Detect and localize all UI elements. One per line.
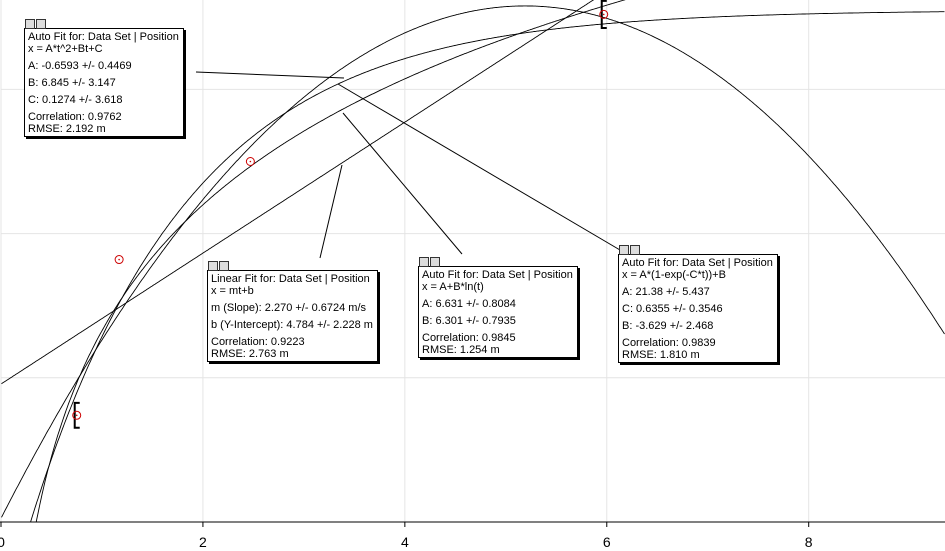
data-point [114, 255, 124, 265]
fit-statistic: RMSE: 2.763 m [211, 348, 289, 360]
fit-statistic: Correlation: 0.9223 [211, 336, 305, 348]
data-point-dot [75, 414, 78, 417]
fit-parameter: B: 6.845 +/- 3.147 [28, 77, 116, 89]
fit-curve [1, 0, 595, 385]
fit-statistic: Correlation: 0.9762 [28, 111, 122, 123]
box-buttons[interactable] [25, 19, 46, 29]
box-buttons[interactable] [419, 257, 440, 267]
data-point [72, 410, 82, 420]
fit-parameter: A: 21.38 +/- 5.437 [622, 286, 710, 298]
fit-statistic: RMSE: 1.254 m [422, 344, 500, 356]
leader-line [342, 112, 463, 255]
x-tick-label: 0 [0, 534, 5, 550]
leader-line [195, 71, 345, 79]
fit-info-box[interactable]: Auto Fit for: Data Set | Position x = A*t… [24, 19, 184, 137]
data-point-dot [118, 258, 120, 261]
fit-info-box[interactable]: Auto Fit for: Data Set | Position x = A+B… [418, 257, 578, 358]
fit-equation: x = A*t^2+Bt+C [28, 43, 103, 55]
data-point [599, 9, 609, 19]
fit-curve [30, 11, 945, 522]
fit-title: Linear Fit for: Data Set | Position [211, 273, 370, 285]
fit-curve [1, 5, 945, 518]
data-point-dot [602, 13, 605, 16]
fit-info-box[interactable]: Auto Fit for: Data Set | Position x = A*(… [618, 245, 778, 363]
fit-title: Auto Fit for: Data Set | Position [622, 257, 773, 269]
x-tick-label: 8 [805, 534, 813, 550]
fit-title: Auto Fit for: Data Set | Position [28, 31, 179, 43]
options-button[interactable] [430, 257, 440, 267]
x-tick-label: 2 [199, 534, 207, 550]
close-button[interactable] [25, 19, 35, 29]
fit-parameter: A: 6.631 +/- 0.8084 [422, 298, 516, 310]
options-button[interactable] [219, 261, 229, 271]
fit-parameter: A: -0.6593 +/- 0.4469 [28, 60, 132, 72]
error-bar [73, 401, 80, 429]
options-button[interactable] [630, 245, 640, 255]
fit-statistic: RMSE: 1.810 m [622, 349, 700, 361]
fit-equation: x = A+B*ln(t) [422, 281, 484, 293]
x-tick-label: 4 [401, 534, 409, 550]
data-point [245, 157, 255, 167]
x-tick-label: 6 [603, 534, 611, 550]
leader-line [319, 164, 343, 259]
box-buttons[interactable] [619, 245, 640, 255]
close-button[interactable] [619, 245, 629, 255]
box-buttons[interactable] [208, 261, 229, 271]
close-button[interactable] [419, 257, 429, 267]
fit-statistic: RMSE: 2.192 m [28, 123, 106, 135]
fit-parameter: m (Slope): 2.270 +/- 0.6724 m/s [211, 302, 366, 314]
fit-parameter: B: -3.629 +/- 2.468 [622, 320, 714, 332]
fit-parameter: C: 0.6355 +/- 0.3546 [622, 303, 723, 315]
data-point-dot [249, 160, 252, 163]
fit-parameter: B: 6.301 +/- 0.7935 [422, 315, 516, 327]
fit-equation: x = A*(1-exp(-C*t))+B [622, 269, 726, 281]
fit-statistic: Correlation: 0.9839 [622, 337, 716, 349]
fit-equation: x = mt+b [211, 285, 254, 297]
fit-title: Auto Fit for: Data Set | Position [422, 269, 573, 281]
leader-lines [195, 71, 621, 259]
fit-parameter: C: 0.1274 +/- 3.618 [28, 94, 123, 106]
error-bar [600, 0, 607, 29]
fit-statistic: Correlation: 0.9845 [422, 332, 516, 344]
close-button[interactable] [208, 261, 218, 271]
fit-info-box[interactable]: Linear Fit for: Data Set | Position x = m… [207, 261, 378, 362]
fit-parameter: b (Y-Intercept): 4.784 +/- 2.228 m [211, 319, 373, 331]
leader-line [337, 83, 621, 251]
options-button[interactable] [36, 19, 46, 29]
